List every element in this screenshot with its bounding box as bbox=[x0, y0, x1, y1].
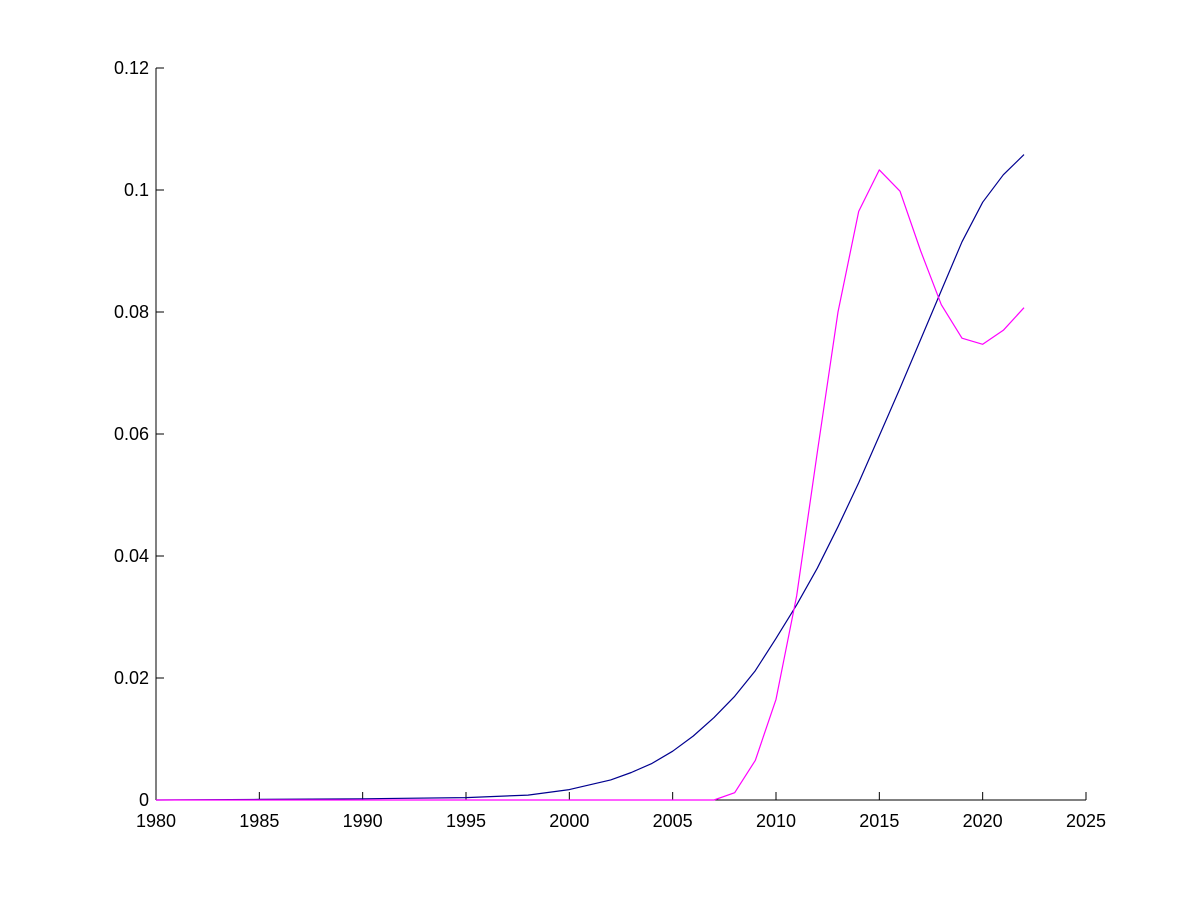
x-tick-label: 2005 bbox=[653, 811, 693, 831]
ticks: 1980 1985 1990 1995 2000 2005 2010 2015 2020 2025… bbox=[114, 58, 1106, 831]
y-tick-label: 0 bbox=[139, 790, 149, 810]
x-tick-label: 2010 bbox=[756, 811, 796, 831]
series-line-2 bbox=[156, 169, 1025, 801]
x-tick-label: 2000 bbox=[549, 811, 589, 831]
x-tick-label: 2015 bbox=[859, 811, 899, 831]
y-tick-label: 0.06 bbox=[114, 424, 149, 444]
x-tick-label: 1980 bbox=[136, 811, 176, 831]
series bbox=[155, 154, 1025, 801]
y-tick-label: 0.1 bbox=[124, 180, 149, 200]
axes bbox=[155, 68, 1086, 801]
x-tick-label: 2020 bbox=[963, 811, 1003, 831]
x-tick-label: 1985 bbox=[239, 811, 279, 831]
y-tick-label: 0.02 bbox=[114, 668, 149, 688]
y-tick-label: 0.12 bbox=[114, 58, 149, 78]
x-tick-label: 1995 bbox=[446, 811, 486, 831]
y-tick-label: 0.04 bbox=[114, 546, 149, 566]
x-tick-label: 1990 bbox=[343, 811, 383, 831]
series-line-1 bbox=[155, 154, 1025, 801]
y-tick-label: 0.08 bbox=[114, 302, 149, 322]
x-tick-label: 2025 bbox=[1066, 811, 1106, 831]
